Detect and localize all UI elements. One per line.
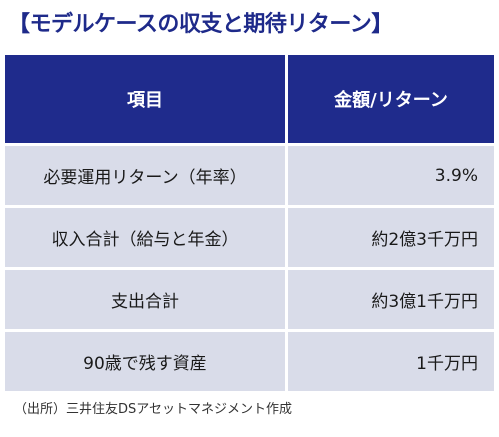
row-value: 約3億1千万円 xyxy=(288,270,494,329)
column-header-item: 項目 xyxy=(5,55,285,143)
row-value: 1千万円 xyxy=(288,332,494,391)
row-label: 必要運用リターン（年率） xyxy=(5,146,285,205)
row-label: 支出合計 xyxy=(5,270,285,329)
source-note: （出所）三井住友DSアセットマネジメント作成 xyxy=(14,402,293,417)
row-value: 3.9% xyxy=(288,146,494,205)
row-label: 90歳で残す資産 xyxy=(5,332,285,391)
table-header-row: 項目 金額/リターン xyxy=(5,55,494,143)
row-label: 収入合計（給与と年金） xyxy=(5,208,285,267)
table-row: 必要運用リターン（年率） 3.9% xyxy=(5,146,494,205)
table-row: 90歳で残す資産 1千万円 xyxy=(5,332,494,391)
table-row: 収入合計（給与と年金） 約2億3千万円 xyxy=(5,208,494,267)
summary-table: 項目 金額/リターン 必要運用リターン（年率） 3.9% 収入合計（給与と年金）… xyxy=(5,55,494,394)
column-header-amount: 金額/リターン xyxy=(288,55,494,143)
page-title: 【モデルケースの収支と期待リターン】 xyxy=(8,12,393,37)
table-row: 支出合計 約3億1千万円 xyxy=(5,270,494,329)
row-value: 約2億3千万円 xyxy=(288,208,494,267)
